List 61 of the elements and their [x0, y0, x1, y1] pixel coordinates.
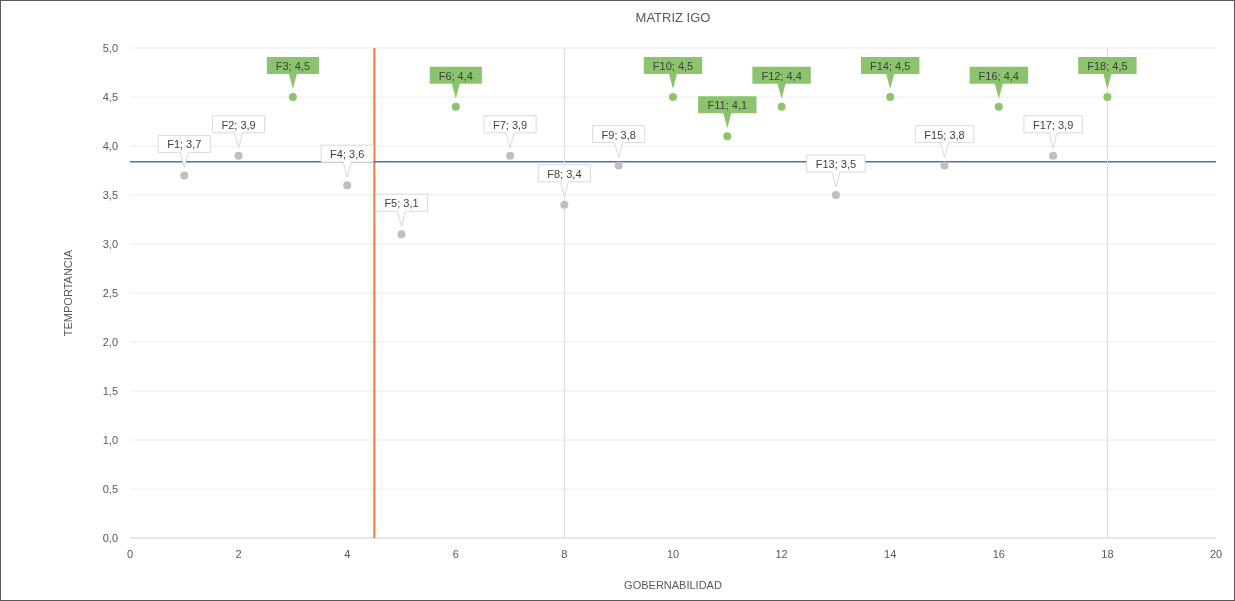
point [1103, 93, 1112, 101]
y-tick-label: 4,0 [102, 140, 118, 152]
x-tick-label: 6 [452, 548, 459, 560]
point [451, 102, 460, 111]
x-tick-label: 0 [126, 548, 134, 560]
y-tick-label: 0,0 [102, 532, 118, 544]
point [234, 151, 243, 160]
data-label: F13; 3,5 [815, 158, 857, 170]
point [831, 191, 840, 199]
data-label: F5; 3,1 [384, 197, 419, 210]
y-tick-label: 2,5 [102, 287, 118, 299]
chart-title: MATRIZ IGO [635, 10, 711, 25]
x-tick-label: 12 [775, 548, 788, 560]
x-axis-title: GOBERNABILIDAD [624, 579, 722, 591]
point [397, 230, 406, 239]
point [180, 171, 189, 180]
y-tick-label: 3,0 [102, 238, 118, 250]
point [940, 161, 949, 170]
point [777, 102, 786, 111]
y-tick-label: 1,5 [102, 385, 118, 397]
data-label: F6; 4,4 [438, 69, 473, 82]
data-label: F18; 4,5 [1087, 60, 1128, 72]
point [560, 200, 569, 209]
point [669, 93, 677, 101]
data-label: F17; 3,9 [1032, 118, 1074, 131]
x-tick-label: 2 [235, 548, 242, 560]
data-label: F8; 3,4 [547, 167, 582, 180]
data-label: F3; 4,5 [275, 60, 311, 72]
y-tick-label: 1,0 [102, 434, 118, 446]
x-tick-label: 20 [1209, 548, 1223, 560]
point [343, 181, 352, 190]
point [886, 93, 895, 101]
y-tick-label: 2,0 [102, 336, 118, 348]
point [288, 93, 297, 101]
y-tick-label: 0,5 [102, 483, 118, 495]
point [506, 151, 515, 160]
data-label: F11; 4,1 [707, 99, 748, 112]
data-label: F4; 3,6 [330, 148, 365, 161]
data-label: F9; 3,8 [601, 128, 636, 141]
x-tick-label: 14 [884, 548, 897, 560]
data-label: F2; 3,9 [221, 118, 256, 131]
x-tick-label: 16 [992, 548, 1005, 560]
y-tick-label: 4,5 [102, 91, 118, 103]
data-label: F1; 3,7 [167, 138, 202, 151]
point [614, 161, 623, 170]
y-tick-label: 5,0 [102, 42, 118, 54]
x-tick-label: 18 [1101, 548, 1114, 560]
data-label: F16; 4,4 [978, 69, 1019, 82]
y-tick-label: 3,5 [102, 189, 118, 201]
data-label: F10; 4,5 [652, 60, 694, 72]
x-tick-label: 8 [561, 548, 568, 560]
point [1049, 151, 1058, 160]
data-label: F14; 4,5 [870, 60, 911, 72]
data-label: F12; 4,4 [761, 69, 802, 82]
data-label: F7; 3,9 [492, 118, 528, 131]
point [994, 102, 1003, 111]
point [723, 132, 732, 141]
x-tick-label: 10 [666, 548, 680, 560]
data-label: F15; 3,8 [924, 128, 965, 141]
y-axis-title: TEMPORTANCIA [62, 249, 74, 337]
x-tick-label: 4 [344, 548, 351, 560]
